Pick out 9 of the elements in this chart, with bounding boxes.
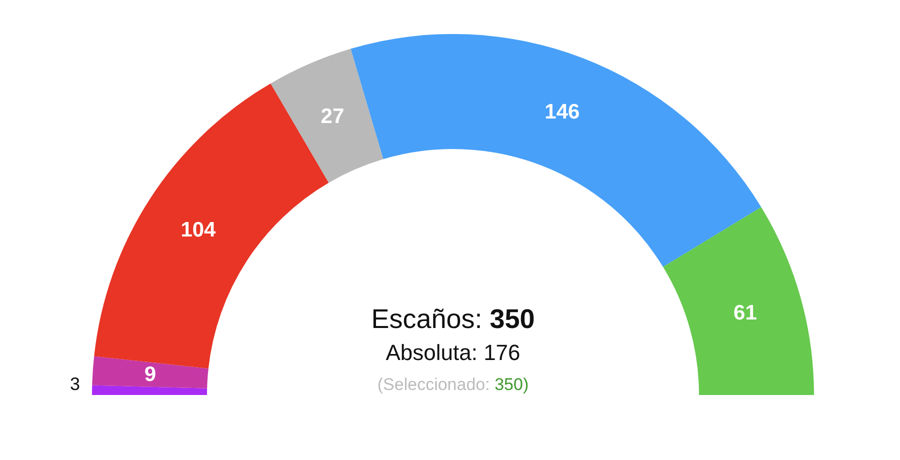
data-label: 104 (180, 218, 216, 242)
data-label: 9 (144, 363, 156, 386)
text: Escaños: 350 (371, 304, 535, 334)
text: (Seleccionado: 350) (377, 375, 529, 394)
data-label: 27 (320, 104, 344, 128)
data-label: 146 (544, 100, 580, 124)
data-label: 3 (70, 374, 80, 394)
data-label: 61 (734, 301, 758, 324)
text: Absoluta: 176 (386, 340, 520, 365)
